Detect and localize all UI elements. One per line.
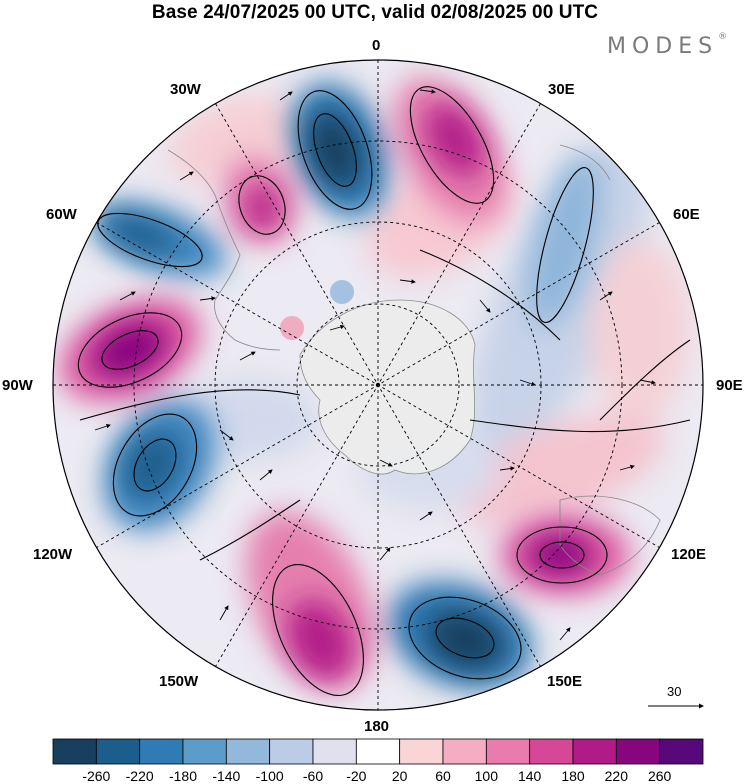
brand-name: MODES	[607, 34, 719, 59]
colorbar-swatch	[269, 738, 314, 765]
pole-dot	[375, 382, 381, 388]
modes-logo: MODES®	[607, 31, 728, 59]
label-lon-30e: 30E	[548, 81, 575, 98]
colorbar-tick-label: 180	[561, 768, 585, 784]
colorbar-swatch	[95, 738, 141, 765]
colorbar-tick-label: 60	[435, 768, 451, 784]
label-lon-60e: 60E	[673, 206, 700, 223]
label-lon-60w: 60W	[46, 206, 77, 223]
colorbar-swatch	[442, 738, 487, 765]
colorbar-tick-label: -260	[82, 768, 111, 784]
colorbar-swatch	[529, 738, 574, 765]
colorbar-swatch	[485, 738, 531, 765]
colorbar-swatch	[355, 738, 401, 765]
colorbar-swatch	[182, 738, 227, 765]
streamlines	[77, 86, 691, 696]
colorbar-swatch	[659, 738, 704, 765]
colorbar-swatch	[572, 738, 617, 765]
label-lon-120e: 120E	[671, 546, 707, 563]
colorbar-tick-label: 100	[474, 768, 499, 784]
colorbar-swatch	[399, 738, 444, 765]
label-lon-0: 0	[372, 37, 381, 54]
antarctica-outline	[299, 299, 476, 475]
map-title: Base 24/07/2025 00 UTC, valid 02/08/2025…	[151, 2, 599, 23]
africa-outline	[559, 144, 611, 181]
colorbar-tick-label: -180	[168, 768, 198, 784]
colorbar	[52, 738, 704, 765]
label-lon-150e: 150E	[547, 673, 583, 690]
south-america-outline	[167, 149, 281, 351]
colorbar-tick-label: -20	[346, 768, 367, 784]
colorbar-swatch	[312, 738, 357, 765]
label-lon-180: 180	[364, 718, 390, 735]
colorbar-tick-label: 260	[647, 768, 672, 784]
colorbar-tick-label: -60	[302, 768, 324, 784]
label-lon-90e: 90E	[716, 377, 743, 394]
reference-vector-label: 30	[667, 684, 682, 699]
label-lon-120w: 120W	[33, 546, 73, 563]
anomaly-field	[53, 60, 703, 710]
colorbar-tick-label: -220	[125, 768, 154, 784]
label-lon-150w: 150W	[159, 673, 199, 690]
colorbar-swatch	[52, 738, 97, 765]
colorbar-tick-label: 20	[391, 768, 408, 784]
colorbar-tick-label: -100	[255, 768, 284, 784]
colorbar-swatch	[139, 738, 184, 765]
colorbar-tick-label: -140	[212, 768, 241, 784]
colorbar-swatch	[225, 738, 271, 765]
wind-vectors	[94, 89, 656, 641]
colorbar-tick-label: 140	[517, 768, 542, 784]
colorbar-swatch	[615, 738, 661, 765]
colorbar-tick-label: 220	[604, 768, 629, 784]
map-boundary	[52, 59, 704, 711]
label-lon-30w: 30W	[170, 81, 201, 98]
label-lon-90w: 90W	[2, 377, 33, 394]
registered-mark: ®	[718, 31, 728, 42]
